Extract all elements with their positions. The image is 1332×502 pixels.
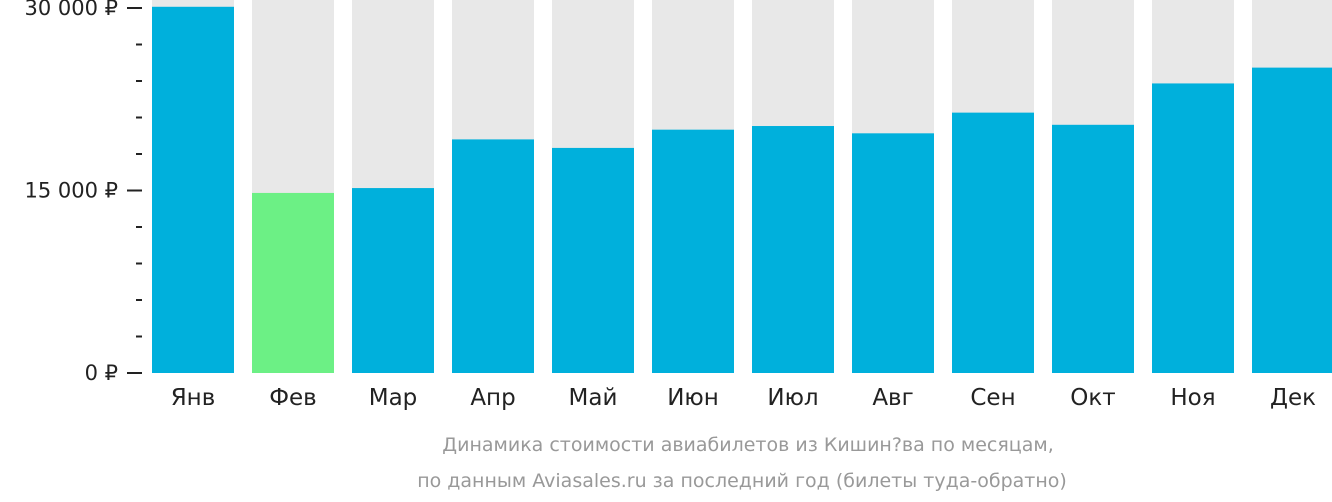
bar[interactable]: [252, 192, 334, 373]
bar[interactable]: [152, 6, 234, 374]
x-tick-label: Сен: [970, 385, 1015, 411]
x-tick-label: Авг: [872, 385, 913, 411]
x-tick-label: Дек: [1270, 385, 1316, 411]
chart-caption: Динамика стоимости авиабилетов из Кишин?…: [417, 434, 1067, 492]
bar[interactable]: [1052, 124, 1134, 373]
caption-line-1: Динамика стоимости авиабилетов из Кишин?…: [442, 434, 1054, 456]
bar[interactable]: [552, 147, 634, 373]
bar[interactable]: [852, 133, 934, 373]
x-tick-label: Июн: [667, 385, 719, 411]
x-tick-label: Май: [569, 385, 618, 411]
x-tick-label: Мар: [369, 385, 418, 411]
bar[interactable]: [1152, 83, 1234, 373]
y-tick-label: 30 000 ₽: [24, 0, 118, 20]
x-tick-label: Фев: [269, 385, 317, 411]
y-tick-label: 15 000 ₽: [24, 179, 118, 203]
bar[interactable]: [752, 126, 834, 374]
x-tick-label: Окт: [1070, 385, 1115, 411]
bar[interactable]: [452, 139, 534, 373]
y-axis: 0 ₽ 15 000 ₽ 30 000 ₽: [24, 0, 142, 385]
bars-group: [152, 0, 1332, 374]
caption-line-2: по данным Aviasales.ru за последний год …: [417, 470, 1067, 492]
bar[interactable]: [652, 129, 734, 373]
x-tick-label: Апр: [470, 385, 515, 411]
x-axis: Янв Фев Мар Апр Май Июн Июл Авг Сен Окт Ноя Дек: [171, 385, 1316, 411]
bar[interactable]: [352, 188, 434, 373]
x-tick-label: Ноя: [1170, 385, 1215, 411]
bar[interactable]: [1252, 67, 1332, 373]
x-tick-label: Июл: [767, 385, 818, 411]
bar[interactable]: [952, 112, 1034, 373]
x-tick-label: Янв: [171, 385, 216, 411]
y-tick-label: 0 ₽: [85, 361, 118, 385]
